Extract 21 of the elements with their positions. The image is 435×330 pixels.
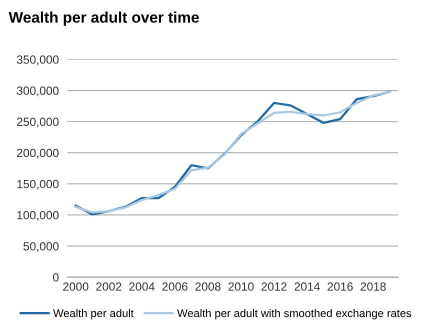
y-tick-label: 300,000	[16, 86, 59, 96]
y-tick-label: 100,000	[17, 211, 59, 221]
x-tick-label: 2014	[294, 282, 320, 291]
x-tick-label: 2018	[360, 282, 386, 291]
x-tick-label: 2004	[129, 282, 155, 291]
x-tick-label: 2016	[328, 282, 353, 291]
y-tick-label: 200,000	[17, 148, 59, 159]
x-tick-label: 2000	[63, 282, 88, 291]
y-tick-label: 250,000	[17, 118, 59, 128]
x-tick-label: 2002	[96, 282, 122, 291]
legend-label: Wealth per adult with smoothed exchange rates	[177, 308, 412, 320]
legend-label: Wealth per adult	[53, 308, 134, 320]
y-tick-label: 50,000	[23, 242, 59, 252]
y-tick-label: 150,000	[17, 180, 59, 190]
x-tick-label: 2006	[162, 282, 188, 291]
y-tick-label: 350,000	[16, 55, 59, 66]
x-tick-label: 2012	[262, 282, 287, 291]
x-tick-label: 2008	[195, 282, 221, 291]
x-tick-label: 2010	[228, 282, 254, 291]
y-tick-label: 0	[52, 273, 59, 282]
chart-title: Wealth per adult over time	[8, 12, 199, 26]
